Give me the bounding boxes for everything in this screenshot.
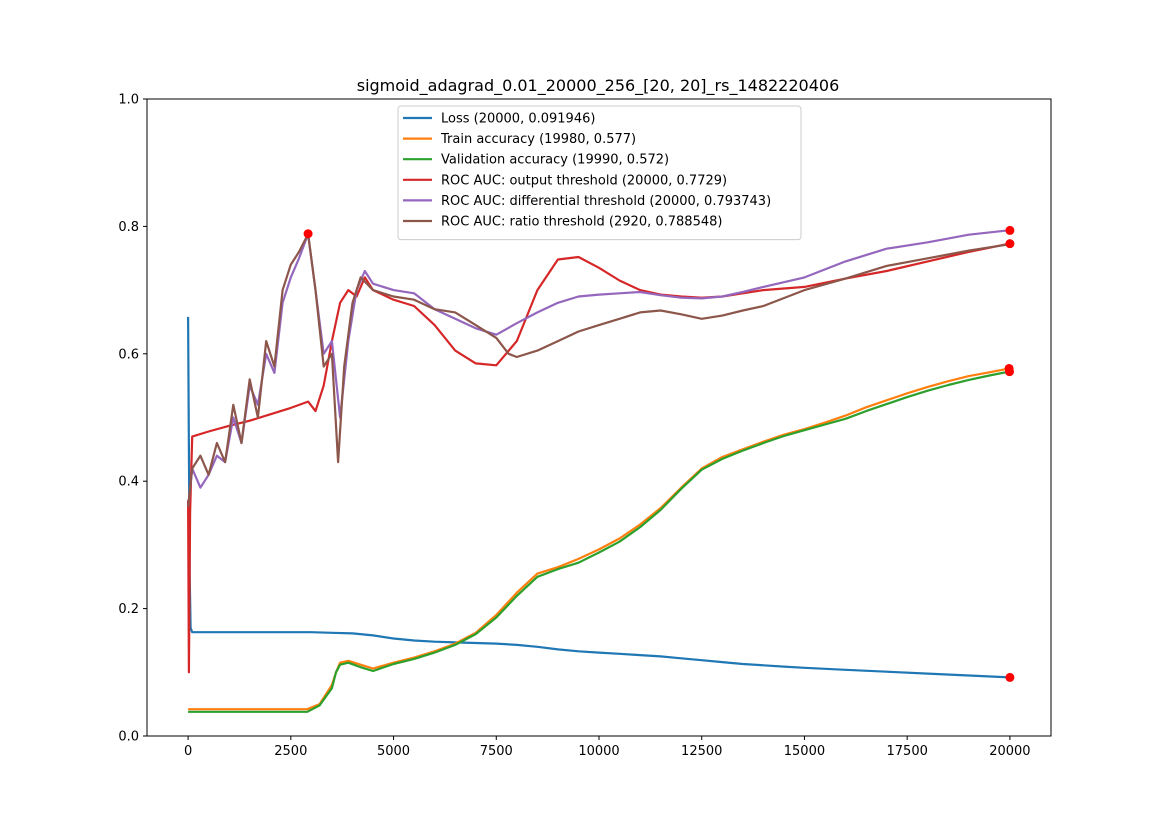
y-tick-label-5: 1.0 [118, 93, 139, 108]
series-line-2 [188, 370, 1010, 713]
final-point-5 [303, 229, 313, 239]
y-axis: 0.0 0.2 0.4 0.6 0.8 1.0 [118, 93, 147, 745]
final-point-4 [1005, 225, 1015, 235]
series-line-0 [187, 316, 1010, 679]
legend-label-1: Train accuracy (19980, 0.577) [440, 132, 636, 147]
y-tick-label-3: 0.6 [118, 347, 139, 362]
y-tick-label-4: 0.8 [118, 220, 139, 235]
series-line-3 [187, 242, 1011, 674]
legend-label-5: ROC AUC: ratio threshold (2920, 0.788548… [441, 215, 722, 230]
final-point-0 [1005, 672, 1015, 682]
legend-box [397, 105, 802, 241]
legend-label-2: Validation accuracy (19990, 0.572) [441, 153, 669, 168]
series-layer [187, 229, 1011, 713]
series-line-5 [187, 232, 1011, 507]
x-tick-label-0: 0 [184, 744, 192, 759]
x-tick-label-4: 10000 [578, 744, 619, 759]
final-point-2 [1004, 367, 1014, 377]
x-axis: 0 2500 5000 7500 10000 12500 15000 17500 20000 [184, 736, 1031, 759]
legend-label-4: ROC AUC: differential threshold (20000, … [441, 194, 771, 209]
x-tick-label-5: 12500 [681, 744, 722, 759]
chart-title: sigmoid_adagrad_0.01_20000_256_[20, 20]_… [357, 76, 840, 96]
x-tick-label-8: 20000 [989, 744, 1030, 759]
y-tick-label-2: 0.4 [118, 475, 139, 490]
marker-layer [303, 225, 1015, 682]
final-point-3 [1005, 239, 1015, 249]
legend-label-0: Loss (20000, 0.091946) [441, 112, 595, 127]
x-tick-label-3: 7500 [480, 744, 513, 759]
y-tick-label-0: 0.0 [118, 730, 139, 745]
y-tick-label-1: 0.2 [118, 602, 139, 617]
legend-label-3: ROC AUC: output threshold (20000, 0.7729… [441, 173, 727, 188]
legend: Loss (20000, 0.091946) Train accuracy (19… [397, 105, 802, 241]
x-tick-label-1: 2500 [274, 744, 307, 759]
x-tick-label-6: 15000 [784, 744, 825, 759]
x-tick-label-7: 17500 [887, 744, 928, 759]
x-tick-label-2: 5000 [377, 744, 410, 759]
